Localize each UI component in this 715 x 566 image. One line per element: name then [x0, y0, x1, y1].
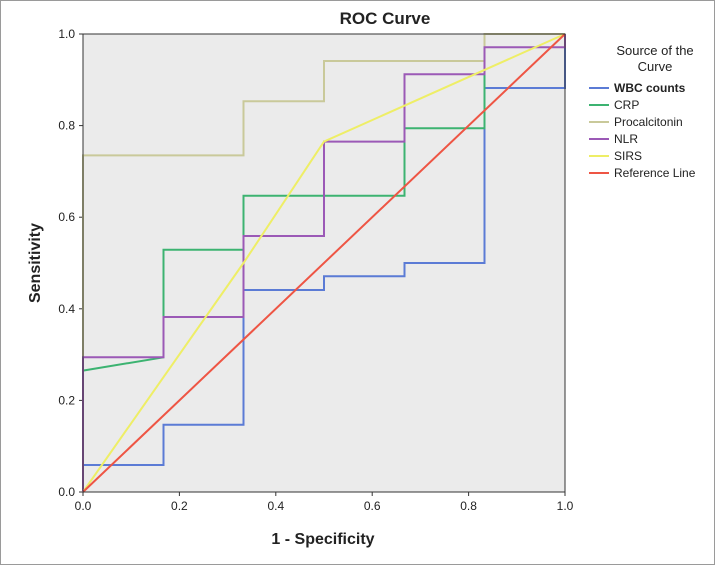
x-tick-label-4: 0.8	[460, 499, 477, 513]
chart-title: ROC Curve	[340, 9, 431, 28]
series-line-sirs	[82, 33, 566, 493]
x-tick-label-1: 0.2	[171, 499, 188, 513]
series-line-reference-line	[82, 33, 566, 493]
y-tick-label-5: 1.0	[58, 27, 75, 41]
y-tick-label-0: 0.0	[58, 485, 75, 499]
legend-label-nlr: NLR	[614, 132, 638, 146]
legend-item-nlr: NLR	[589, 132, 638, 146]
y-tick-label-2: 0.4	[58, 302, 75, 316]
legend-label-reference-line: Reference Line	[614, 166, 696, 180]
y-tick-label-1: 0.2	[58, 393, 75, 407]
y-axis-label: Sensitivity	[27, 223, 44, 303]
legend-items: WBC counts CRP Procalcitonin NLR SIRS Referen…	[589, 81, 696, 180]
legend-item-reference-line: Reference Line	[589, 166, 696, 180]
legend-item-crp: CRP	[589, 98, 639, 112]
legend-label-sirs: SIRS	[614, 149, 642, 163]
legend-label-procalcitonin: Procalcitonin	[614, 115, 683, 129]
series-line-nlr	[82, 34, 566, 492]
legend-title-line2: Curve	[638, 59, 673, 74]
x-tick-label-2: 0.4	[267, 499, 284, 513]
legend-item-wbc-counts: WBC counts	[589, 81, 686, 95]
legend-title-line1: Source of the	[616, 43, 693, 58]
legend-item-sirs: SIRS	[589, 149, 642, 163]
series-line-procalcitonin	[82, 33, 565, 492]
legend: Source of the Curve WBC counts CRP Procalc…	[589, 43, 696, 180]
legend-label-wbc-counts: WBC counts	[614, 81, 686, 95]
plot-border	[82, 33, 566, 493]
legend-label-crp: CRP	[614, 98, 639, 112]
x-tick-label-5: 1.0	[557, 499, 574, 513]
x-tick-label-3: 0.6	[364, 499, 381, 513]
series-layer	[82, 33, 566, 493]
legend-item-procalcitonin: Procalcitonin	[589, 115, 683, 129]
series-line-crp	[82, 33, 565, 492]
x-axis-label: 1 - Specificity	[271, 531, 374, 548]
axis-ticks: 0.0 0.2 0.4 0.6 0.8 1.0 0.0 0.2 0.4 0.6 0.8 1.0	[58, 27, 573, 513]
x-tick-label-0: 0.0	[75, 499, 92, 513]
y-tick-label-4: 0.8	[58, 119, 75, 133]
y-tick-label-3: 0.6	[58, 210, 75, 224]
